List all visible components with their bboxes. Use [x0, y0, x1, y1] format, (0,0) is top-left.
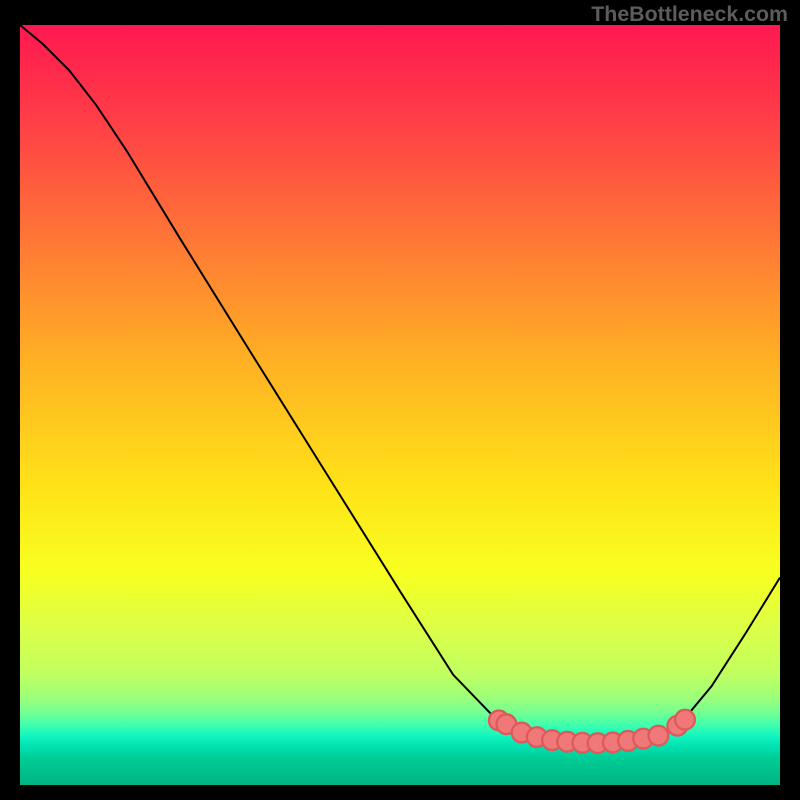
watermark-text: TheBottleneck.com	[591, 2, 788, 27]
bottleneck-curve	[20, 25, 780, 743]
curve-svg	[20, 25, 780, 785]
curve-markers	[489, 710, 695, 753]
chart-container: TheBottleneck.com	[0, 0, 800, 800]
curve-marker	[675, 710, 695, 730]
curve-marker	[649, 726, 669, 746]
plot-area	[20, 25, 780, 785]
